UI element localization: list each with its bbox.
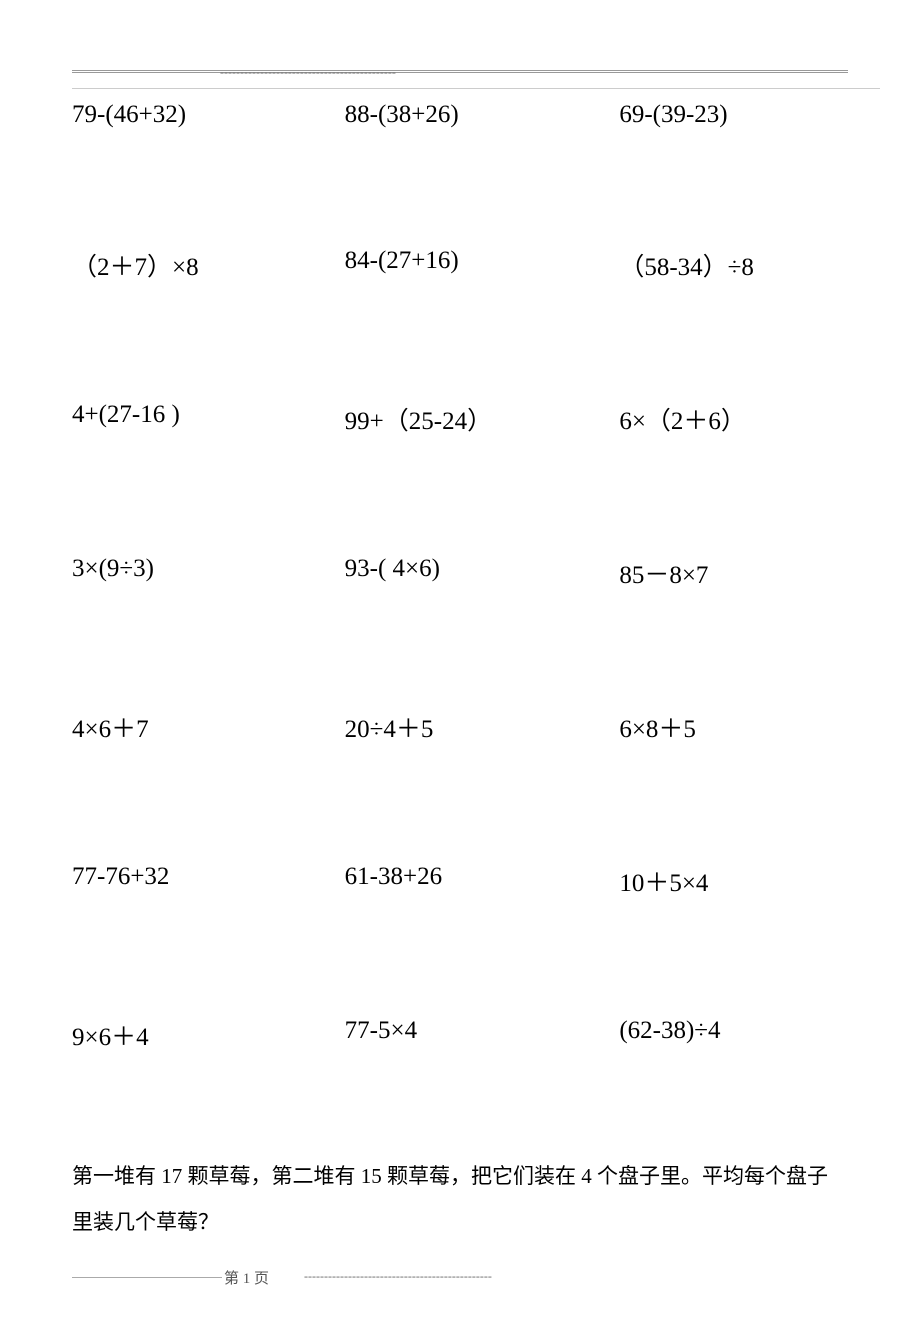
problem-cell: 88-(38+26) — [331, 101, 590, 129]
problem-cell: 10＋5×4 — [589, 863, 848, 899]
problem-cell: 77-76+32 — [72, 863, 331, 899]
problem-cell: 4×6＋7 — [72, 709, 331, 745]
footer-underline — [72, 1277, 222, 1278]
problem-cell: 93-( 4×6) — [331, 555, 590, 591]
problem-cell: 20÷4＋5 — [331, 709, 590, 745]
problem-cell: 4+(27-16 ) — [72, 401, 331, 437]
problem-cell: 6×8＋5 — [589, 709, 848, 745]
problem-cell: 79-(46+32) — [72, 101, 331, 129]
word-problem: 第一堆有 17 颗草莓，第二堆有 15 颗草莓，把它们装在 4 个盘子里。平均每… — [72, 1153, 848, 1245]
problem-cell: 85－8×7 — [589, 555, 848, 591]
problem-cell: (62-38)÷4 — [589, 1017, 848, 1053]
page-content: ----------------------------------------… — [0, 0, 920, 1317]
problems-grid: 79-(46+32) 88-(38+26) 69-(39-23) （2＋7）×8… — [72, 101, 848, 1053]
hair-rule — [72, 88, 880, 89]
problem-cell: （2＋7）×8 — [72, 247, 331, 283]
problem-cell: 61-38+26 — [331, 863, 590, 899]
problem-cell: 84-(27+16) — [331, 247, 590, 283]
problem-cell: 6×（2＋6） — [589, 401, 848, 437]
top-rule: ----------------------------------------… — [72, 70, 848, 73]
problem-cell: 69-(39-23) — [589, 101, 848, 129]
problem-cell: 77-5×4 — [331, 1017, 590, 1053]
top-dashes: ----------------------------------------… — [220, 65, 396, 80]
page-number: 第 1 页 — [224, 1267, 269, 1288]
problem-cell: （58-34）÷8 — [589, 247, 848, 283]
problem-cell: 3×(9÷3) — [72, 555, 331, 591]
problem-cell: 9×6＋4 — [72, 1017, 331, 1053]
footer-dashes: ----------------------------------------… — [304, 1269, 492, 1284]
page-footer: 第 1 页 ----------------------------------… — [72, 1267, 848, 1287]
problem-cell: 99+（25-24） — [331, 401, 590, 437]
